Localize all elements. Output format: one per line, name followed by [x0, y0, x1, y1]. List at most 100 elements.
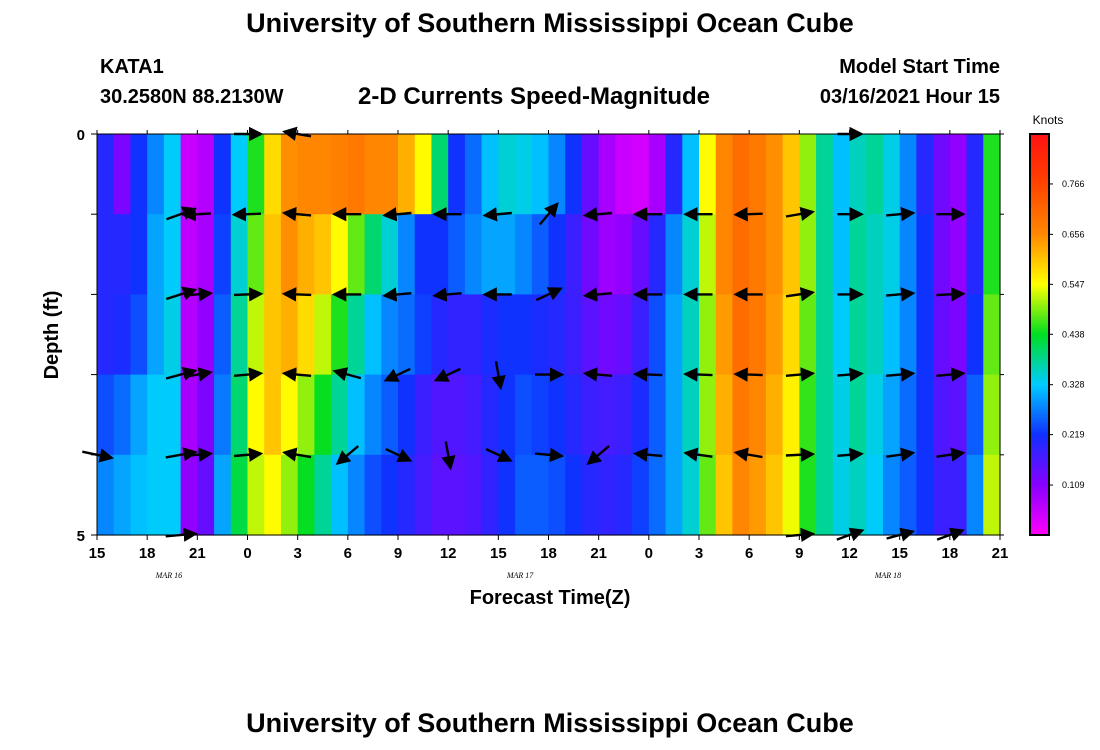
heat-cell	[581, 454, 600, 536]
heat-cell	[448, 374, 466, 456]
heat-cell	[247, 134, 265, 215]
heat-cell	[682, 454, 700, 536]
heat-cell	[866, 214, 884, 295]
heat-cell	[180, 454, 198, 536]
heat-cell	[816, 214, 834, 295]
heat-cell	[765, 294, 784, 376]
heat-cell	[280, 454, 299, 536]
heat-cell	[331, 374, 349, 456]
heat-cell	[899, 134, 917, 215]
heat-cell	[230, 134, 249, 215]
heat-cell	[531, 454, 550, 536]
current-arrow	[183, 447, 214, 462]
heat-cell	[565, 454, 583, 536]
heat-cell	[581, 214, 600, 295]
heat-cell	[882, 454, 901, 536]
heat-cell	[398, 454, 416, 536]
heat-cell	[732, 454, 750, 536]
current-arrow	[886, 447, 916, 462]
heat-cell	[648, 374, 667, 456]
heat-cell	[749, 294, 767, 376]
chart-subtitle: 2-D Currents Speed-Magnitude	[358, 83, 711, 110]
x-tick-label: 6	[344, 545, 352, 562]
x-tick-label: 6	[745, 545, 753, 562]
heat-cell	[615, 374, 633, 456]
heat-cell	[364, 214, 382, 295]
heat-cell	[949, 134, 968, 215]
footer-title: University of Southern Mississippi Ocean…	[246, 708, 854, 738]
heat-cell	[548, 134, 566, 215]
heat-cell	[799, 374, 817, 456]
current-arrow	[886, 206, 916, 222]
x-tick-label: 21	[189, 545, 206, 562]
heat-cell	[515, 134, 533, 215]
heat-cell	[665, 214, 683, 295]
heat-cell	[699, 214, 717, 295]
heat-cell	[314, 214, 332, 295]
heat-cell	[414, 214, 433, 295]
heat-cell	[916, 374, 934, 456]
current-arrow	[837, 447, 864, 462]
heat-cell	[799, 454, 817, 536]
colorbar-tick-label: 0.109	[1062, 480, 1085, 490]
heat-cell	[598, 454, 616, 536]
heat-cell	[163, 134, 182, 215]
heat-cell	[464, 134, 483, 215]
heat-cell	[280, 374, 299, 456]
heat-cell	[515, 294, 533, 376]
current-arrow	[233, 367, 264, 382]
heat-cell	[899, 454, 917, 536]
heat-cell	[916, 454, 934, 536]
heat-cell	[983, 374, 1001, 456]
heat-cell	[899, 294, 917, 376]
heat-cell	[347, 454, 366, 536]
heat-cell	[849, 374, 867, 456]
heat-cell	[498, 214, 516, 295]
heat-cell	[966, 214, 984, 295]
heat-cell	[632, 214, 650, 295]
heat-cell	[765, 134, 784, 215]
current-arrow	[837, 367, 864, 382]
heat-cell	[632, 294, 650, 376]
heat-cell	[247, 454, 265, 536]
heat-cell	[983, 214, 1001, 295]
heat-cell	[381, 214, 399, 295]
heat-cell	[314, 294, 332, 376]
heat-cell	[682, 374, 700, 456]
heat-cell	[682, 134, 700, 215]
heat-cell	[398, 134, 416, 215]
heat-cell	[147, 374, 165, 456]
heat-cell	[431, 374, 449, 456]
heat-cell	[665, 294, 683, 376]
heat-cell	[816, 294, 834, 376]
heat-cell	[130, 134, 148, 215]
heat-cell	[866, 454, 884, 536]
current-arrow	[733, 367, 763, 382]
current-arrow	[432, 287, 462, 302]
heat-cell	[799, 214, 817, 295]
current-arrow	[165, 447, 198, 462]
heat-cell	[414, 294, 433, 376]
heat-cell	[615, 294, 633, 376]
colorbar-label: Knots	[1033, 113, 1064, 127]
heat-cell	[448, 214, 466, 295]
heat-cell	[331, 134, 349, 215]
heat-cell	[832, 454, 851, 536]
heat-cell	[197, 454, 215, 536]
colorbar-tick-label: 0.328	[1062, 380, 1085, 390]
heat-cell	[97, 294, 115, 376]
heat-cell	[983, 134, 1001, 215]
heat-cell	[247, 294, 265, 376]
heat-cell	[97, 454, 115, 536]
current-arrow	[281, 367, 312, 382]
heat-cell	[832, 134, 851, 215]
heat-cell	[648, 214, 667, 295]
current-arrow	[785, 367, 816, 382]
heat-cell	[163, 454, 182, 536]
current-arrow	[582, 287, 613, 302]
heat-cell	[782, 294, 800, 376]
current-arrow	[582, 367, 613, 382]
y-tick-label: 5	[77, 528, 85, 545]
heat-cell	[414, 454, 433, 536]
